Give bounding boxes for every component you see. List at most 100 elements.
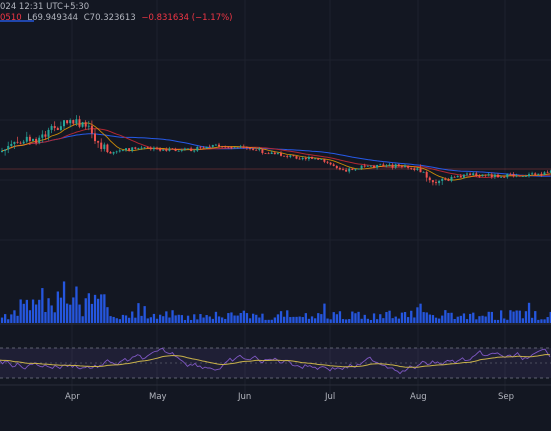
candle-body [345,169,348,172]
candle-body [118,150,121,152]
volume-bar [131,311,134,323]
volume-bar [239,312,242,323]
legend-values-row: 0510 L69.949344 C70.323613 −0.831634 (−1… [0,13,233,24]
candle-body [236,147,239,149]
volume-bar [441,315,444,323]
candle-body [521,176,524,177]
candle-body [252,148,255,150]
candle-body [416,168,419,170]
volume-bar [493,319,497,323]
candle-body [295,156,298,159]
volume-bar [270,319,273,323]
candle-body [366,165,369,167]
candle-body [518,175,521,177]
candle-body [63,120,65,127]
candle-body [143,147,146,149]
volume-bar [190,319,193,323]
candle-body [180,149,183,151]
candle-body [311,157,313,159]
volume-bar [31,299,35,323]
month-label-sep: Sep [498,392,514,402]
candle-body [385,165,388,167]
candle-body [286,156,289,158]
volume-bar [400,312,404,323]
candle-body [19,142,22,144]
candle-body [10,143,13,146]
volume-bar [202,317,205,323]
candle-body [165,149,168,151]
volume-bar [56,291,59,323]
volume-bar [348,319,351,323]
volume-bar [66,303,69,323]
month-label-apr: Apr [65,392,80,402]
volume-bar [183,319,187,323]
candle-body [41,134,44,138]
candle-body [422,171,425,173]
grid [0,0,551,400]
candle-body [307,157,310,160]
volume-bar [310,316,314,323]
volume-bar [524,311,528,323]
volume-bar [515,310,518,323]
volume-bar [217,316,221,323]
volume-bar [214,311,218,323]
candle-body [44,134,47,137]
candle-body [447,179,450,181]
volume-bar [118,319,121,323]
volume-bar [252,313,255,323]
volume-bar [4,314,7,323]
candle-body [267,153,270,155]
candle-body [531,173,534,175]
volume-bar [28,310,32,323]
volume-bar [242,310,245,323]
candle-body [221,146,224,148]
volume-bar [87,293,90,323]
candle-body [112,152,115,154]
volume-bar [382,318,385,323]
candle-body [103,144,106,149]
candle-body [459,175,462,178]
volume-bar [326,318,329,323]
candle-body [357,168,360,170]
volume-bar [521,318,524,323]
volume-bar [143,306,146,323]
candle-body [428,177,431,181]
candle-body [304,158,307,160]
volume-bar [475,319,478,323]
candle-body [369,165,372,167]
candle-body [193,150,196,152]
candle-body [50,126,53,130]
volume-bar [112,316,115,323]
candle-body [503,176,506,178]
volume-bar [360,318,363,323]
candle-body [32,138,34,141]
volume-bar [162,316,165,323]
candle-body [168,148,171,151]
candle-body [351,168,354,170]
candle-body [404,165,406,167]
candle-body [227,146,230,148]
candle-body [407,165,410,168]
volume-bar [403,312,407,323]
volume-bar [10,314,13,323]
volume-bar [273,317,276,323]
candle-body [78,119,81,127]
candle-body [100,142,103,149]
volume-bar [267,319,270,323]
volume-bar [115,318,118,323]
candle-body [329,162,332,165]
legend-time: 024 12:31 UTC+5:30 [0,2,90,12]
volume-bar [465,319,469,323]
volume-bar [233,315,236,323]
volume-bar [81,316,84,323]
volume-bar [69,304,72,323]
candle-body [214,144,217,146]
candle-body [515,175,518,177]
candle-body [373,165,375,168]
volume-bar [422,312,425,323]
candle-body [56,128,59,130]
volume-bar [307,318,311,323]
volume-bar [276,314,280,323]
candle-body [249,148,251,149]
